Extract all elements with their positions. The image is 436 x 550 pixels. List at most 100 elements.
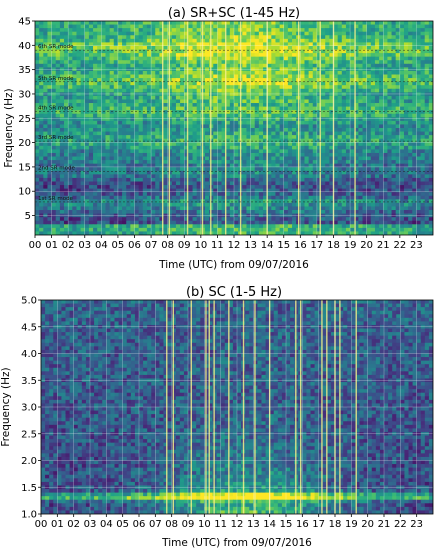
- heatmap-cell: [35, 113, 40, 118]
- heatmap-cell: [316, 120, 322, 125]
- heatmap-cell: [175, 110, 181, 115]
- heatmap-cell: [39, 99, 44, 104]
- heatmap-cell: [362, 110, 368, 115]
- heatmap-cell: [151, 21, 156, 26]
- heatmap-cell: [424, 135, 430, 140]
- heatmap-cell: [113, 85, 119, 90]
- heatmap-cell: [97, 110, 102, 115]
- heatmap-cell: [88, 149, 94, 154]
- heatmap-cell: [292, 88, 297, 93]
- heatmap-cell: [304, 152, 310, 158]
- heatmap-cell: [399, 31, 405, 36]
- heatmap-cell: [117, 149, 123, 154]
- heatmap-cell: [300, 170, 305, 175]
- heatmap-cell: [321, 170, 326, 175]
- heatmap-cell: [250, 88, 256, 93]
- heatmap-cell: [229, 156, 235, 161]
- heatmap-cell: [163, 152, 169, 158]
- heatmap-cell: [229, 63, 235, 68]
- heatmap-cell: [221, 145, 227, 150]
- heatmap-cell: [420, 45, 426, 51]
- heatmap-cell: [35, 142, 40, 147]
- heatmap-cell: [93, 106, 98, 111]
- heatmap-cell: [188, 106, 194, 111]
- heatmap-cell: [428, 113, 433, 118]
- heatmap-cell: [80, 24, 86, 29]
- heatmap-cell: [47, 95, 53, 100]
- heatmap-cell: [246, 31, 252, 36]
- heatmap-cell: [138, 88, 144, 93]
- heatmap-cell: [101, 88, 106, 93]
- heatmap-cell: [155, 152, 160, 158]
- heatmap-cell: [246, 192, 252, 197]
- heatmap-cell: [105, 167, 111, 172]
- heatmap-cell: [366, 181, 372, 186]
- heatmap-cell: [428, 85, 433, 90]
- heatmap-cell: [97, 149, 102, 154]
- heatmap-cell: [337, 74, 343, 79]
- heatmap-cell: [68, 103, 73, 108]
- heatmap-cell: [221, 174, 227, 179]
- heatmap-cell: [337, 195, 343, 200]
- heatmap-cell: [175, 188, 181, 193]
- heatmap-cell: [43, 53, 48, 58]
- heatmap-cell: [387, 156, 393, 161]
- heatmap-cell: [109, 195, 115, 200]
- heatmap-cell: [39, 35, 44, 40]
- heatmap-cell: [267, 199, 272, 204]
- heatmap-cell: [345, 185, 351, 190]
- heatmap-cell: [35, 81, 40, 86]
- heatmap-cell: [304, 21, 310, 26]
- heatmap-cell: [117, 74, 123, 79]
- heatmap-cell: [350, 131, 355, 136]
- heatmap-cell: [279, 45, 285, 51]
- heatmap-cell: [113, 185, 119, 190]
- heatmap-cell: [142, 24, 148, 29]
- heatmap-cell: [428, 56, 433, 61]
- heatmap-cell: [333, 135, 339, 140]
- heatmap-cell: [47, 49, 53, 54]
- heatmap-cell: [420, 131, 426, 136]
- heatmap-cell: [350, 120, 355, 125]
- heatmap-cell: [171, 28, 177, 33]
- heatmap-cell: [345, 152, 351, 158]
- heatmap-cell: [275, 202, 281, 207]
- heatmap-cell: [279, 60, 285, 65]
- heatmap-cell: [275, 131, 281, 136]
- heatmap-cell: [117, 156, 123, 161]
- heatmap-cell: [122, 28, 127, 33]
- heatmap-cell: [59, 42, 65, 47]
- heatmap-cell: [366, 149, 372, 154]
- heatmap-cell: [59, 138, 65, 143]
- heatmap-cell: [35, 88, 40, 93]
- heatmap-cell: [225, 38, 231, 43]
- heatmap-cell: [155, 85, 160, 90]
- heatmap-cell: [403, 142, 409, 147]
- heatmap-cell: [80, 78, 86, 83]
- heatmap-cell: [350, 78, 355, 83]
- heatmap-cell: [325, 110, 330, 115]
- heatmap-cell: [221, 42, 227, 47]
- heatmap-cell: [412, 185, 417, 190]
- heatmap-cell: [72, 113, 77, 118]
- heatmap-cell: [55, 28, 61, 33]
- heatmap-cell: [316, 70, 322, 75]
- heatmap-cell: [134, 188, 140, 193]
- heatmap-cell: [134, 131, 140, 136]
- heatmap-cell: [383, 199, 388, 204]
- heatmap-cell: [304, 160, 310, 165]
- heatmap-cell: [217, 145, 223, 150]
- heatmap-cell: [51, 185, 57, 190]
- heatmap-cell: [51, 78, 57, 83]
- heatmap-cell: [391, 156, 397, 161]
- heatmap-cell: [51, 152, 57, 158]
- heatmap-cell: [155, 156, 160, 161]
- heatmap-cell: [275, 185, 281, 190]
- heatmap-cell: [300, 28, 305, 33]
- heatmap-cell: [316, 177, 322, 182]
- heatmap-cell: [420, 28, 426, 33]
- heatmap-cell: [242, 85, 247, 90]
- heatmap-cell: [39, 45, 44, 51]
- heatmap-cell: [109, 67, 115, 72]
- heatmap-cell: [428, 185, 433, 190]
